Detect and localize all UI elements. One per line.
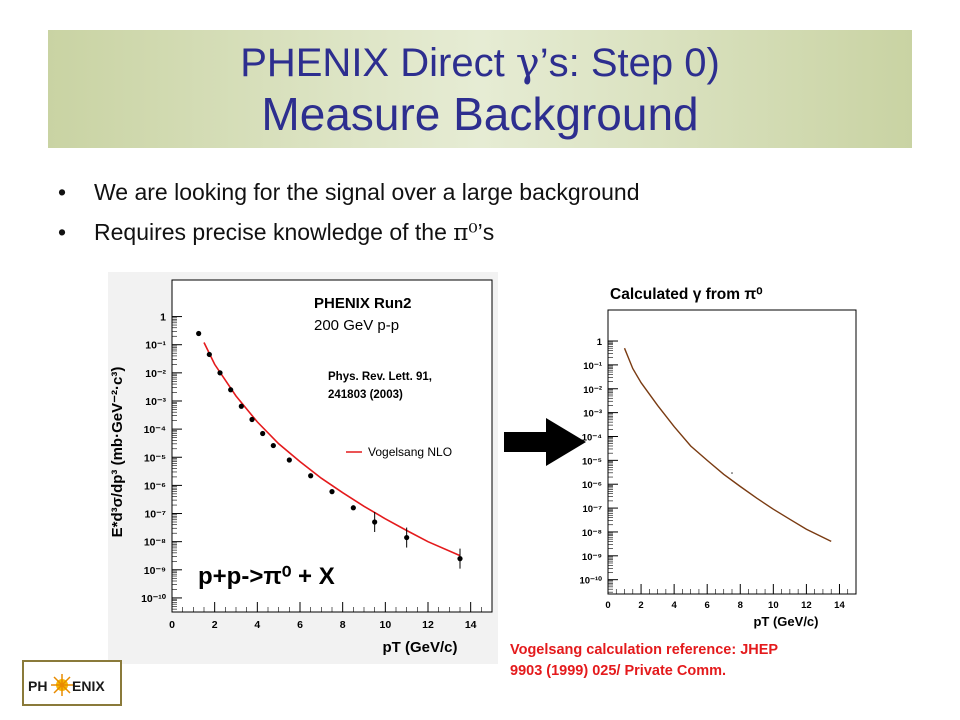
y-tick-label: 10⁻¹: [583, 361, 602, 372]
bullet-text: We are looking for the signal over a lar…: [94, 172, 640, 212]
data-point: [249, 416, 255, 423]
x-tick-label: 4: [671, 600, 677, 611]
reference-note-line-1: Vogelsang calculation reference: JHEP: [510, 642, 779, 658]
x-axis-label: pT (GeV/c): [382, 639, 457, 656]
x-tick-label: 6: [705, 600, 710, 611]
title-text-b: ’s:: [539, 41, 591, 85]
y-tick-label: 10⁻⁵: [582, 456, 602, 467]
plot-frame: [171, 279, 493, 613]
y-tick-label: 10⁻⁸: [144, 537, 166, 549]
reference-note: Vogelsang calculation reference: JHEP 99…: [510, 640, 930, 682]
data-point: [372, 519, 378, 525]
x-tick-label: 6: [297, 619, 303, 631]
logo-frame: [22, 660, 122, 706]
x-tick-label: 10: [379, 619, 391, 631]
reference-note-line-2: 9903 (1999) 025/ Private Comm.: [510, 663, 727, 679]
data-point: [238, 403, 244, 409]
data-point: [217, 370, 223, 376]
data-point: [286, 457, 292, 463]
data-point: [350, 505, 356, 511]
x-tick-label: 14: [834, 600, 845, 611]
slide-title-line-2: Measure Background: [261, 88, 699, 140]
x-tick-label: 8: [738, 600, 743, 611]
bullet-marker: •: [58, 179, 67, 205]
x-tick-label: 2: [638, 600, 643, 611]
title-text-c: Step 0): [590, 41, 720, 85]
energy-label: 200 GeV p-p: [314, 317, 399, 334]
x-tick-label: 10: [768, 600, 779, 611]
x-tick-label: 0: [169, 619, 175, 631]
publication-ref-1: Phys. Rev. Lett. 91,: [328, 371, 432, 383]
y-tick-label: 10⁻¹⁰: [141, 593, 167, 605]
bullet-item: • We are looking for the signal over a l…: [58, 172, 918, 212]
bullet-text-b: ’s: [477, 219, 495, 245]
y-tick-label: 10⁻⁹: [582, 552, 602, 563]
arrow-shaft: [504, 432, 546, 452]
phenix-logo: PH ENIX: [22, 660, 122, 706]
y-axis-label: E*d³σ/dp³ (mb·GeV⁻²·c³): [109, 367, 126, 538]
bullet-text-a: Requires precise knowledge of the: [94, 219, 454, 245]
y-tick-label: 10⁻⁷: [144, 509, 166, 521]
x-axis-label: pT (GeV/c): [753, 614, 818, 629]
logo-text-right: ENIX: [72, 678, 105, 694]
bullet-text-a: We are looking for the signal over a lar…: [94, 179, 640, 205]
y-tick-label: 1: [160, 312, 166, 324]
sun-icon: [51, 674, 73, 696]
data-point: [228, 387, 234, 393]
data-point: [404, 534, 410, 541]
y-tick-label: 10⁻⁵: [144, 452, 166, 464]
run-label: PHENIX Run2: [314, 295, 412, 312]
calculated-gamma-plot: Calculated γ from π⁰ 1 10⁻¹ 10⁻² 10⁻³ 10⁻⁴ 10…: [579, 286, 857, 629]
y-tick-label: 10⁻⁴: [582, 432, 603, 443]
data-point: [270, 442, 276, 449]
logo-text-left: PH: [28, 678, 47, 694]
y-tick-label: 10⁻⁶: [582, 480, 602, 491]
y-tick-label: 10⁻²: [583, 385, 602, 396]
process-label: p+p->π⁰ + X: [198, 563, 335, 590]
x-tick-label: 2: [212, 619, 218, 631]
right-plot-title: Calculated γ from π⁰: [610, 286, 763, 303]
data-point: [260, 430, 266, 437]
bullet-item: • Requires precise knowledge of the π⁰’s: [58, 212, 918, 252]
x-tick-label: 0: [605, 600, 610, 611]
y-tick-label: 10⁻⁷: [582, 504, 602, 515]
data-point: [206, 351, 212, 358]
data-point: [329, 489, 335, 495]
title-gamma-symbol: γ: [515, 40, 540, 86]
calculated-gamma-line: [623, 347, 832, 543]
title-text-a: PHENIX Direct: [240, 41, 516, 85]
bullet-text: Requires precise knowledge of the π⁰’s: [94, 212, 494, 253]
y-tick-label: 10⁻⁴: [144, 424, 166, 436]
x-tick-label: 14: [465, 619, 477, 631]
y-tick-label: 10⁻¹⁰: [579, 576, 602, 587]
arrow-head: [546, 418, 586, 466]
x-tick-label: 12: [801, 600, 812, 611]
y-tick-label: 10⁻²: [145, 368, 166, 380]
x-tick-label: 4: [254, 619, 260, 631]
plot-frame: [607, 309, 857, 595]
y-tick-label: 10⁻¹: [145, 340, 166, 352]
y-tick-label: 1: [597, 337, 603, 348]
data-point: [196, 330, 202, 337]
bullet-list: • We are looking for the signal over a l…: [58, 172, 918, 252]
x-tick-label: 8: [340, 619, 346, 631]
y-tick-label: 10⁻⁶: [144, 480, 166, 492]
data-point: [308, 473, 314, 479]
y-tick-label: 10⁻⁹: [144, 565, 166, 577]
data-point: [457, 556, 463, 562]
y-tick-label: 10⁻⁸: [582, 528, 602, 539]
pi0-cross-section-plot: 1 10⁻¹ 10⁻² 10⁻³ 10⁻⁴ 10⁻⁵ 10⁻⁶ 10⁻⁷ 10⁻⁸ 10⁻⁹ 10⁻…: [108, 272, 498, 664]
legend-label: Vogelsang NLO: [368, 445, 452, 459]
publication-ref-2: 241803 (2003): [328, 389, 403, 401]
slide-title-line-1: PHENIX Direct γ’s: Step 0): [48, 38, 912, 88]
y-tick-label: 10⁻³: [583, 409, 602, 420]
bullet-pi-symbol: π⁰: [453, 220, 478, 246]
slide-title-band: PHENIX Direct γ’s: Step 0) Measure Backg…: [48, 30, 912, 148]
bullet-marker: •: [58, 219, 67, 245]
x-tick-label: 12: [422, 619, 434, 631]
y-tick-label: 10⁻³: [145, 396, 166, 408]
stray-dot: [731, 472, 733, 474]
right-arrow-icon: [504, 418, 586, 466]
